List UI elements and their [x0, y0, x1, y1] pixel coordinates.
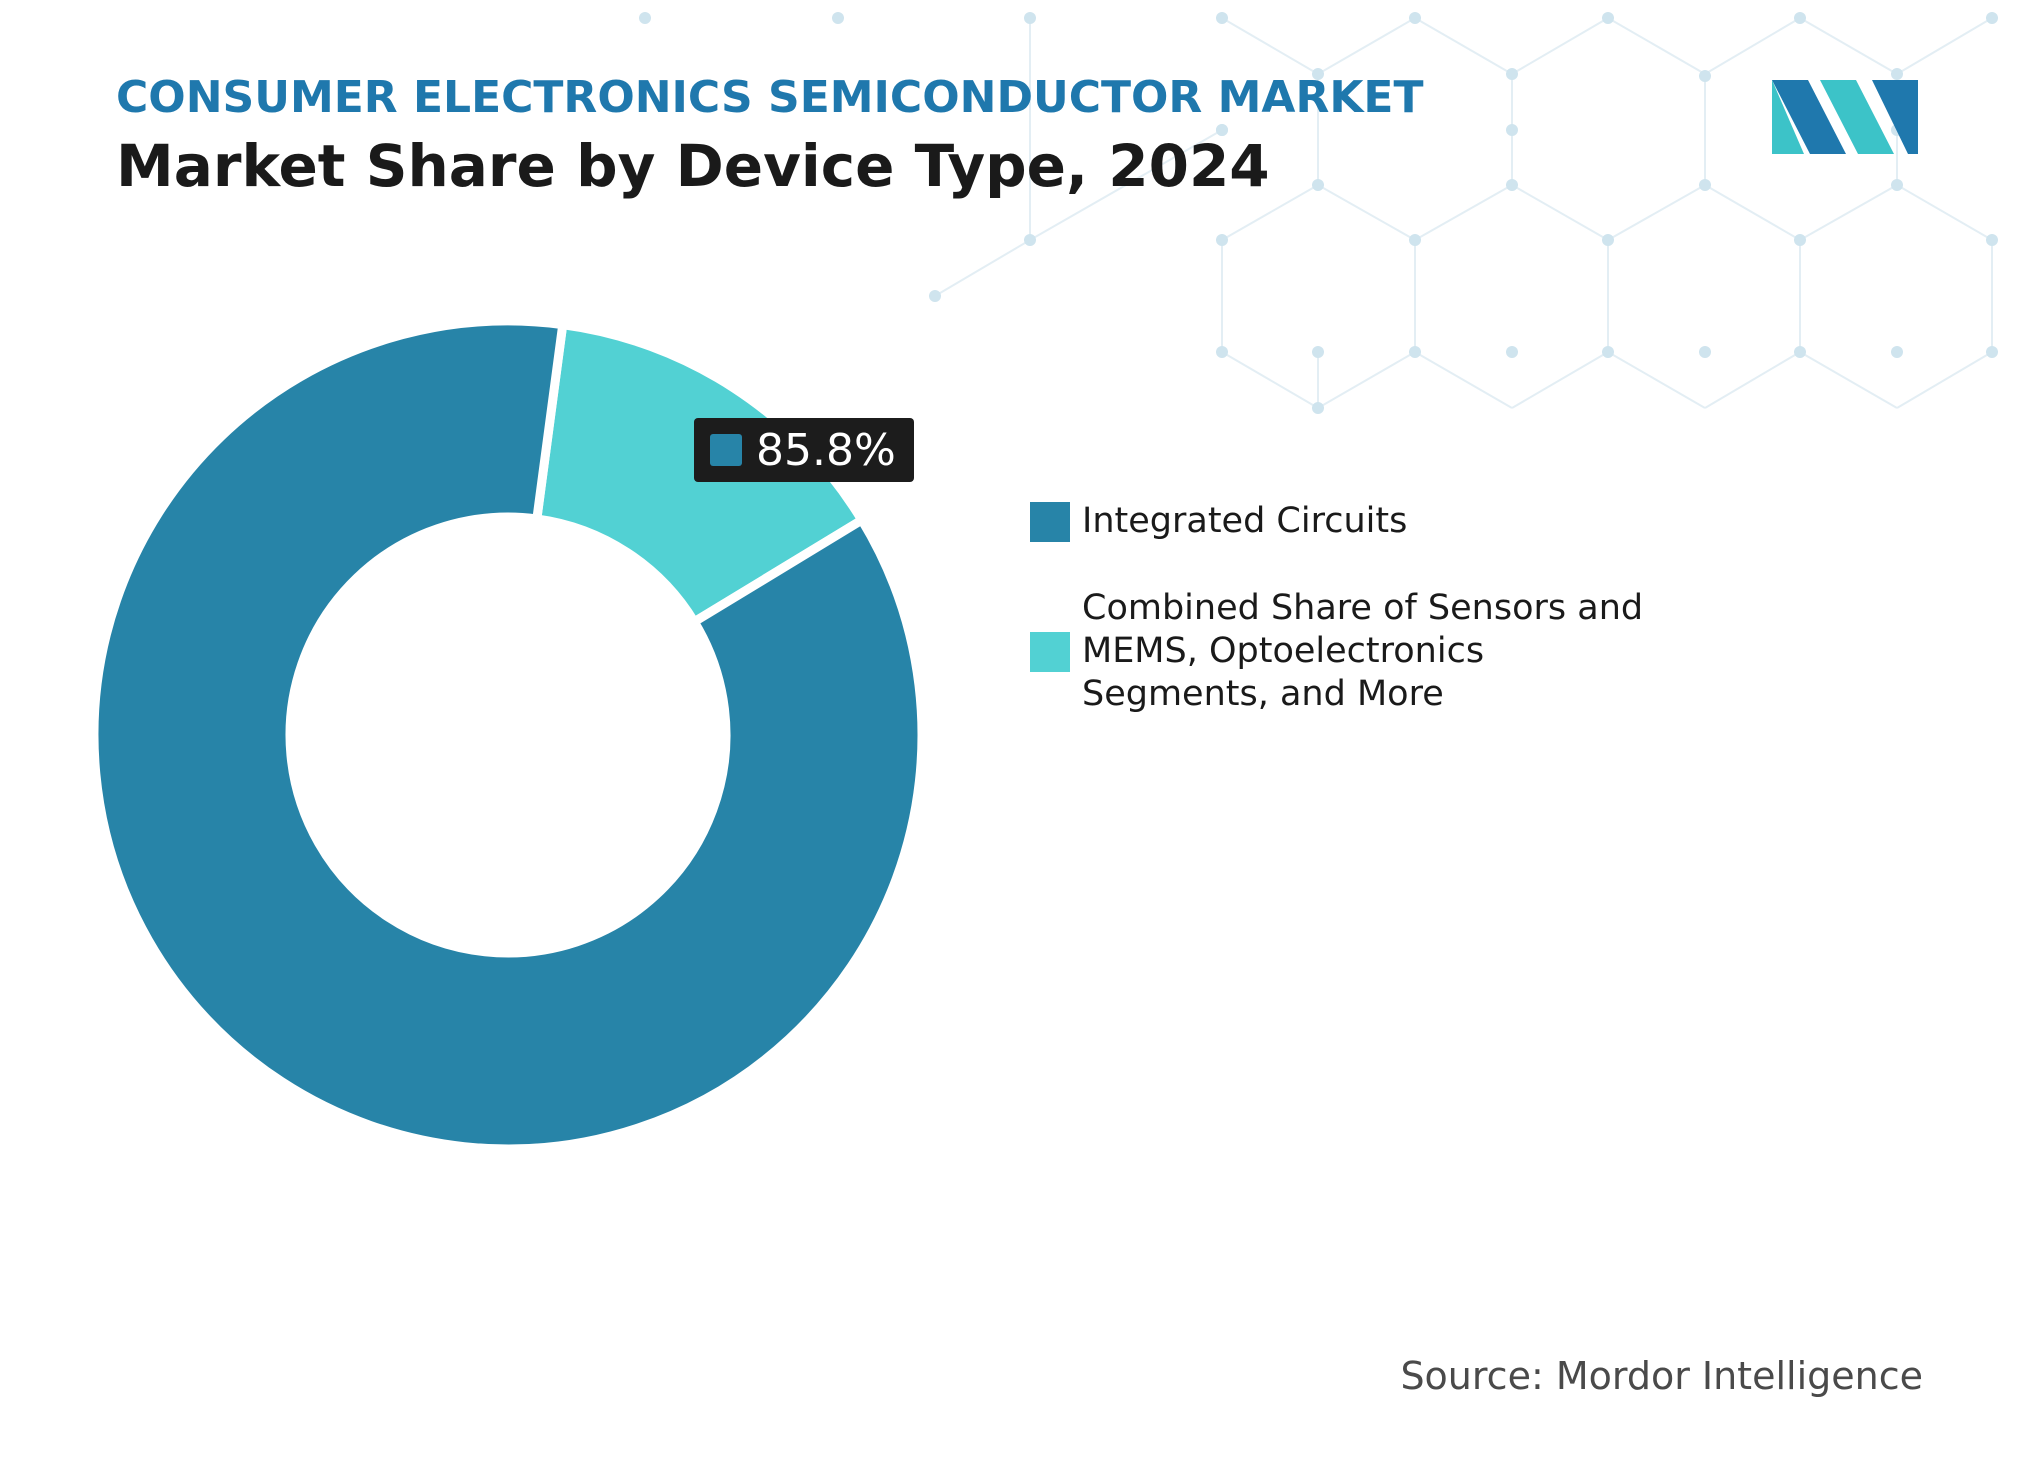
background-line: [1799, 351, 1898, 409]
background-line: [1896, 184, 1993, 241]
background-dot: [1409, 234, 1421, 246]
background-line: [1704, 351, 1801, 409]
background-dot: [1699, 346, 1711, 358]
background-line: [1221, 184, 1319, 241]
background-dot: [1216, 12, 1228, 24]
background-line: [1511, 184, 1609, 241]
background-line: [1511, 17, 1609, 75]
background-dot: [1312, 179, 1324, 191]
background-dot: [1312, 402, 1324, 414]
background-line: [1317, 351, 1416, 409]
background-dot: [1602, 12, 1614, 24]
background-dot: [1986, 346, 1998, 358]
background-dot: [1794, 12, 1806, 24]
background-line: [1704, 184, 1801, 241]
background-line: [1414, 17, 1513, 75]
chart-legend: Integrated Circuits Combined Share of Se…: [1030, 500, 1690, 760]
background-dot: [832, 12, 844, 24]
background-line: [1704, 17, 1801, 75]
background-dot: [1986, 12, 1998, 24]
background-line: [1317, 184, 1416, 241]
background-dot: [1312, 68, 1324, 80]
background-dot: [1409, 12, 1421, 24]
tooltip-swatch: [710, 434, 742, 466]
background-dot: [1216, 234, 1228, 246]
background-line: [1221, 17, 1319, 75]
chart-title: Market Share by Device Type, 2024: [116, 132, 1270, 200]
background-line: [1896, 17, 1993, 75]
background-dot: [1216, 346, 1228, 358]
background-dot: [929, 290, 941, 302]
background-line: [1799, 17, 1898, 75]
legend-label: Integrated Circuits: [1082, 501, 1408, 541]
background-line: [1511, 351, 1609, 409]
legend-item: Integrated Circuits: [1030, 500, 1690, 543]
background-line: [1799, 184, 1898, 241]
donut-chart: [89, 316, 927, 1154]
background-dot: [1602, 346, 1614, 358]
legend-item: Combined Share of Sensors and MEMS, Opto…: [1030, 587, 1690, 716]
chart-supertitle: CONSUMER ELECTRONICS SEMICONDUCTOR MARKE…: [116, 72, 1424, 123]
background-dot: [1024, 234, 1036, 246]
data-label-tooltip: 85.8%: [694, 418, 914, 482]
background-line: [1029, 129, 1223, 241]
background-line: [934, 239, 1031, 297]
background-line: [1221, 351, 1319, 409]
background-dot: [1794, 346, 1806, 358]
background-line: [1896, 351, 1993, 409]
background-dot: [1986, 234, 1998, 246]
background-line: [1414, 184, 1513, 241]
background-line: [1607, 184, 1706, 241]
source-credit: Source: Mordor Intelligence: [1400, 1354, 1923, 1398]
background-line: [1607, 17, 1706, 75]
background-dot: [639, 12, 651, 24]
background-line: [1414, 351, 1513, 409]
legend-label: Combined Share of Sensors and MEMS, Opto…: [1082, 588, 1644, 714]
background-dot: [1794, 234, 1806, 246]
background-dot: [1891, 346, 1903, 358]
background-dot: [1024, 12, 1036, 24]
background-dot: [1506, 179, 1518, 191]
background-dot: [1312, 346, 1324, 358]
legend-swatch: [1030, 631, 1070, 672]
background-dot: [1506, 68, 1518, 80]
background-dot: [1891, 179, 1903, 191]
background-dot: [1699, 70, 1711, 82]
background-line: [1607, 351, 1706, 409]
background-dot: [1409, 346, 1421, 358]
legend-swatch: [1030, 501, 1070, 542]
mordor-intelligence-logo-icon: [1772, 80, 1918, 154]
background-dot: [1506, 346, 1518, 358]
donut-slice-integrated-circuits: [89, 316, 927, 1154]
background-dot: [1891, 68, 1903, 80]
background-line: [1317, 17, 1416, 75]
background-dot: [1506, 124, 1518, 136]
background-dot: [1602, 234, 1614, 246]
background-dot: [1216, 124, 1228, 136]
tooltip-value: 85.8%: [756, 424, 896, 476]
background-dot: [1699, 179, 1711, 191]
